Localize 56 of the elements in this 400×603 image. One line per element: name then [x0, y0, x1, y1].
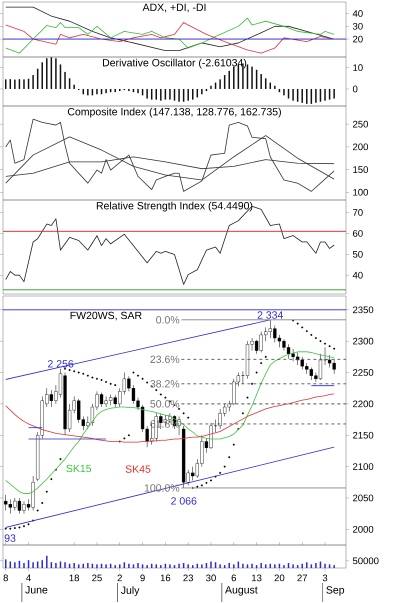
y-tick-label: 150 — [353, 166, 368, 173]
y-tick-label: 50000 — [352, 557, 379, 564]
candlestick — [332, 358, 336, 374]
y-tick-label: 2200 — [353, 400, 374, 408]
text: Sep — [326, 586, 344, 596]
x-tick-label: 25 — [92, 574, 102, 582]
y-tick-label: 50 — [352, 250, 363, 258]
x-tick-label: 16 — [160, 574, 170, 582]
y-tick-label: 60 — [353, 230, 363, 237]
y-tick-label: 30 — [352, 22, 363, 30]
y-tick-label: 2350 — [353, 306, 374, 314]
y-tick-label: 40 — [352, 272, 363, 279]
x-tick-label: 23 — [183, 574, 194, 582]
y-tick-label: 2150 — [353, 432, 374, 439]
x-tick-label: 2 — [118, 574, 122, 582]
x-tick-label: 6 — [232, 574, 236, 582]
x-tick-label: 20 — [274, 574, 284, 582]
y-tick-label: 100 — [353, 188, 368, 196]
y-tick-label: 70 — [353, 209, 363, 216]
x-tick-label: 18 — [70, 574, 80, 582]
x-tick-label: 13 — [252, 574, 262, 582]
y-tick-label: 40 — [352, 10, 363, 17]
annotation: 23.6% — [150, 356, 180, 364]
x-tick-label: 27 — [297, 574, 308, 582]
y-tick-label: 2050 — [353, 494, 374, 502]
x-tick-label: 9 — [140, 574, 145, 582]
text: June — [25, 586, 48, 594]
y-tick-label: 10 — [353, 64, 363, 72]
x-tick-label: 30 — [206, 574, 216, 582]
chart-title: ADX, +DI, -DI — [142, 4, 206, 12]
annotation: 0.0% — [156, 316, 180, 324]
text: SK45 — [126, 465, 150, 473]
y-tick-label: 2000 — [353, 526, 374, 533]
text: FW20WS, SAR — [70, 312, 142, 320]
y-tick-label: 20 — [353, 36, 363, 42]
x-tick-label: 3 — [322, 574, 328, 582]
annotation: 93 — [4, 534, 16, 542]
y-tick-label: 2250 — [353, 369, 374, 376]
y-tick-label: 2100 — [353, 463, 374, 470]
text: July — [120, 586, 140, 596]
x-tick-label: 4 — [26, 574, 31, 582]
y-tick-label: 2300 — [353, 338, 374, 345]
text: August — [225, 586, 258, 596]
chart-title: Relative Strength Index (54.4490) — [96, 202, 252, 212]
annotation: 50.0% — [150, 400, 180, 408]
x-tick-label: 8 — [4, 574, 8, 582]
line-series — [5, 118, 335, 192]
annotation: 2 334 — [258, 311, 284, 319]
annotation: 2 066 — [171, 497, 196, 505]
chart-title: Composite Index (147.138, 128.776, 162.735) — [68, 108, 281, 118]
y-tick-label: 0 — [352, 86, 358, 92]
series-label: SK15 — [66, 464, 92, 472]
y-tick-label: 250 — [353, 120, 368, 128]
annotation: 38.2% — [150, 380, 180, 388]
chart-title: Derivative Oscillator (-2.61034) — [103, 58, 246, 68]
y-tick-label: 200 — [353, 144, 368, 150]
